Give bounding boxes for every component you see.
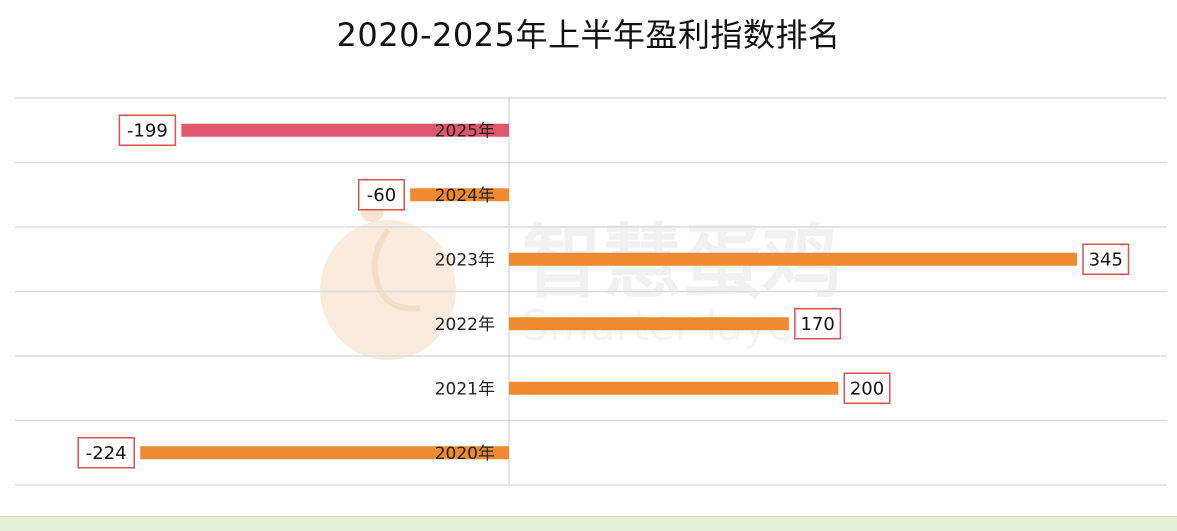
data-label: -60 bbox=[367, 185, 396, 206]
data-label: 170 bbox=[800, 314, 834, 335]
data-label: 200 bbox=[850, 378, 884, 399]
watermark: 智慧蛋鸡 Smarter layer bbox=[320, 198, 842, 360]
category-label: 2024年 bbox=[435, 186, 495, 206]
data-label-box bbox=[77, 437, 135, 469]
bar bbox=[181, 123, 509, 137]
data-label-group: -60 bbox=[357, 179, 405, 211]
data-label-box bbox=[118, 114, 177, 146]
data-label-group: 345 bbox=[1082, 243, 1130, 275]
footer-strip bbox=[0, 516, 1177, 531]
data-label-box bbox=[1082, 243, 1130, 275]
data-label: 345 bbox=[1089, 249, 1123, 270]
bar bbox=[140, 446, 509, 460]
category-label: 2021年 bbox=[435, 379, 495, 399]
data-label-group: -199 bbox=[118, 114, 177, 146]
data-label-box bbox=[794, 308, 842, 340]
category-label: 2020年 bbox=[435, 444, 495, 464]
bar bbox=[509, 252, 1077, 266]
data-labels: -199 -60 345 170 200 -224 bbox=[77, 114, 1130, 469]
data-label: -224 bbox=[86, 443, 127, 464]
grid-lines bbox=[15, 97, 1167, 486]
category-labels: 2025年 2024年 2023年 2022年 2021年 2020年 bbox=[435, 121, 495, 464]
data-label-group: 200 bbox=[843, 372, 891, 404]
bar bbox=[509, 317, 789, 331]
data-label-box bbox=[357, 179, 405, 211]
bar bbox=[410, 188, 509, 202]
category-label: 2023年 bbox=[435, 250, 495, 270]
category-label: 2022年 bbox=[435, 315, 495, 335]
bar bbox=[509, 381, 839, 395]
category-label: 2025年 bbox=[435, 121, 495, 141]
data-label-group: 170 bbox=[794, 308, 842, 340]
bars bbox=[140, 123, 1077, 460]
chart-title: 2020-2025年上半年盈利指数排名 bbox=[336, 16, 841, 54]
data-label: -199 bbox=[127, 120, 168, 141]
data-label-group: -224 bbox=[77, 437, 135, 469]
watermark-egg-logo bbox=[320, 198, 456, 360]
data-label-box bbox=[843, 372, 891, 404]
